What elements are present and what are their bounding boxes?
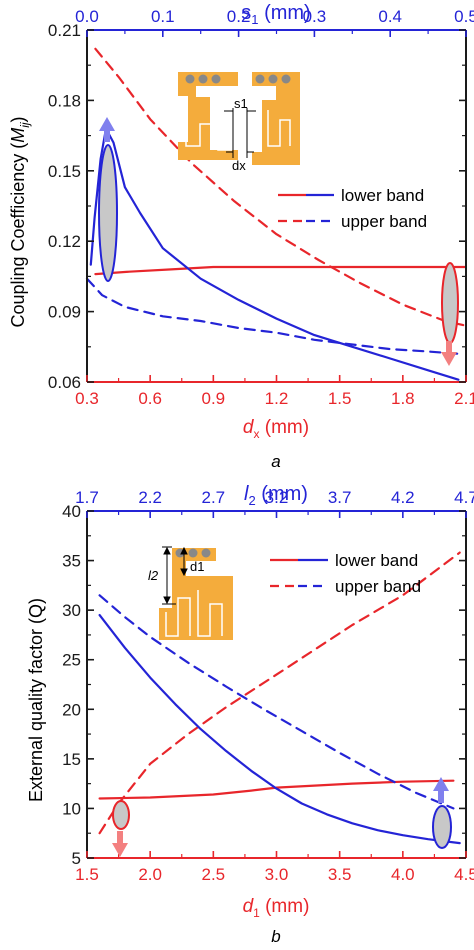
inset-a-via [185, 74, 195, 84]
panel-b-bottom-tick-label: 4.0 [391, 865, 415, 884]
blue-oval-marker [98, 144, 118, 282]
panel-b-top-tick-label: 4.7 [454, 488, 474, 507]
panel-b-y-tick-label: 10 [62, 799, 81, 818]
legend-upper-band-label: upper band [335, 577, 421, 596]
panel-a-annotations [98, 117, 459, 366]
legend-upper-band-label: upper band [341, 212, 427, 231]
panel-b-series-blue-solid-line [98, 613, 461, 845]
panel-a-y-tick-label: 0.18 [48, 91, 81, 110]
panel-b-bottom-tick-label: 3.5 [328, 865, 352, 884]
panel-a-bottom-tick-label: 0.9 [202, 389, 226, 408]
inset-a-label-dx: dx [232, 158, 246, 173]
panel-a-bottom-tick-label: 0.6 [138, 389, 162, 408]
panel-a-top-tick-label: 0.5 [454, 7, 474, 26]
panel-b-y-tick-label: 5 [72, 849, 81, 868]
panel-b-y-tick-label: 15 [62, 750, 81, 769]
blue-oval-marker [432, 805, 452, 849]
red-oval-marker [441, 262, 459, 344]
panel-a-bottom-tick-label: 1.5 [328, 389, 352, 408]
inset-b-label-d1: d1 [190, 559, 204, 574]
panel-a-plot-area: 0.3 0.6 0.9 1.2 1.5 1.8 2.1 0.0 0.1 0.2 0.3 0.4 0.5 0… [48, 7, 474, 408]
inset-b-via [188, 548, 198, 558]
inset-b-label-l2: l2 [148, 568, 159, 583]
panel-a-y-axis-title: Coupling Coefficiency (Mij) [8, 116, 32, 327]
panel-a-bottom-axis-title: dx (mm) [243, 417, 309, 441]
panel-b-y-tick-label: 25 [62, 651, 81, 670]
panel-a-top-tick-label: 0.2 [227, 7, 251, 26]
inset-a-label-s1: s1 [234, 96, 248, 111]
panel-b-y-axis-title: External quality factor (Q) [26, 598, 46, 802]
panel-b: 1.5 2.0 2.5 3.0 3.5 4.0 4.5 1.7 2.2 2.7 3.2 3.7 4.2 4… [26, 483, 474, 946]
inset-a-via [255, 74, 265, 84]
panel-b-top-tick-label: 2.7 [202, 488, 226, 507]
inset-b-via [201, 548, 211, 558]
panel-a-series-blue-dashed-line [85, 277, 460, 355]
panel-a-bottom-tick-label: 1.2 [265, 389, 289, 408]
panel-b-legend: lower band upper band [270, 551, 421, 596]
panel-a-series-red-dashed-line [94, 47, 468, 327]
inset-a-dimension-lines [224, 108, 256, 158]
panel-a-y-tick-label: 0.21 [48, 21, 81, 40]
legend-lower-band-label: lower band [341, 186, 424, 205]
panel-b-top-tick-label: 3.7 [328, 488, 352, 507]
panel-a: 0.3 0.6 0.9 1.2 1.5 1.8 2.1 0.0 0.1 0.2 0.3 0.4 0.5 0… [8, 2, 474, 471]
panel-b-series-blue-dashed-line [98, 594, 455, 810]
panel-b-top-tick-label: 3.2 [265, 488, 289, 507]
inset-a-via [211, 74, 221, 84]
panel-b-series-red-dashed-line [98, 551, 461, 835]
panel-a-y-tick-label: 0.15 [48, 162, 81, 181]
inset-a-via [198, 74, 208, 84]
red-down-arrow-icon [112, 831, 128, 857]
panel-a-series-red-solid-line [94, 265, 468, 276]
panel-b-top-tick-label: 1.7 [75, 488, 99, 507]
panel-a-y-tick-label: 0.06 [48, 373, 81, 392]
panel-b-bottom-tick-label: 1.5 [75, 865, 99, 884]
blue-up-arrow-icon [99, 117, 115, 142]
panel-a-caption: a [271, 452, 280, 471]
panel-b-top-axis-title: l2 (mm) [244, 483, 308, 508]
inset-a-via [281, 74, 291, 84]
blue-up-arrow-icon [433, 777, 449, 803]
red-oval-marker [112, 800, 130, 830]
panel-a-top-tick-label: 0.3 [303, 7, 327, 26]
panel-b-y-tick-label: 30 [62, 601, 81, 620]
panel-a-y-tick-label: 0.09 [48, 303, 81, 322]
panel-b-bottom-tick-label: 4.5 [454, 865, 474, 884]
legend-lower-band-label: lower band [335, 551, 418, 570]
panel-b-caption: b [271, 927, 280, 946]
panel-b-y-tick-label: 40 [62, 502, 81, 521]
panel-b-y-tick-label: 20 [62, 700, 81, 719]
panel-a-y-tick-label: 0.12 [48, 232, 81, 251]
inset-a-via [268, 74, 278, 84]
panel-b-annotations [112, 777, 452, 857]
red-down-arrow-icon [441, 341, 457, 366]
panel-b-top-tick-label: 4.2 [391, 488, 415, 507]
panel-a-series-blue-solid-line [89, 127, 460, 381]
panel-b-inset-feed-resonator: l2 d1 [148, 546, 233, 640]
panel-b-bottom-tick-label: 2.0 [138, 865, 162, 884]
inset-b-slots [165, 590, 223, 637]
inset-a-right-resonator [252, 72, 300, 165]
panel-a-bottom-tick-label: 1.8 [391, 389, 415, 408]
panel-b-bottom-axis-title: d1 (mm) [243, 896, 310, 920]
panel-b-y-tick-label: 35 [62, 552, 81, 571]
inset-a-slots [185, 100, 291, 151]
panel-b-plot-area: 1.5 2.0 2.5 3.0 3.5 4.0 4.5 1.7 2.2 2.7 3.2 3.7 4.2 4… [62, 488, 474, 884]
panel-a-bottom-tick-label: 2.1 [454, 389, 474, 408]
panel-a-legend: lower band upper band [278, 186, 427, 231]
panel-a-top-tick-label: 0.1 [151, 7, 175, 26]
panel-a-bottom-tick-label: 0.3 [75, 389, 99, 408]
panel-b-bottom-tick-label: 2.5 [202, 865, 226, 884]
panel-a-top-tick-label: 0.0 [75, 7, 99, 26]
panel-a-top-axis-title: s1 (mm) [241, 2, 310, 27]
panel-b-bottom-tick-label: 3.0 [265, 865, 289, 884]
inset-a-left-resonator [178, 72, 238, 160]
panel-a-top-tick-label: 0.4 [378, 7, 402, 26]
panel-b-top-tick-label: 2.2 [138, 488, 162, 507]
inset-b-dimension-lines [162, 546, 188, 605]
panel-a-inset-coupled-resonators: s1 dx [178, 72, 300, 173]
